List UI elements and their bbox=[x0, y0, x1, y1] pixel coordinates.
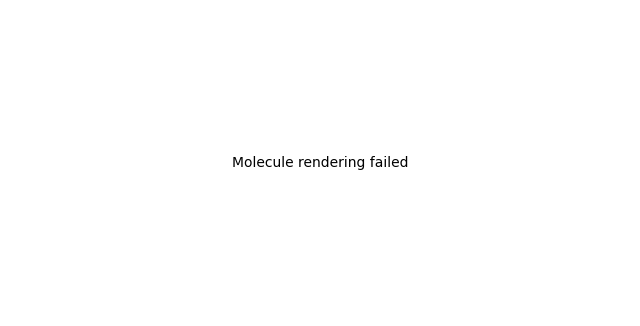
Text: Molecule rendering failed: Molecule rendering failed bbox=[232, 156, 408, 170]
